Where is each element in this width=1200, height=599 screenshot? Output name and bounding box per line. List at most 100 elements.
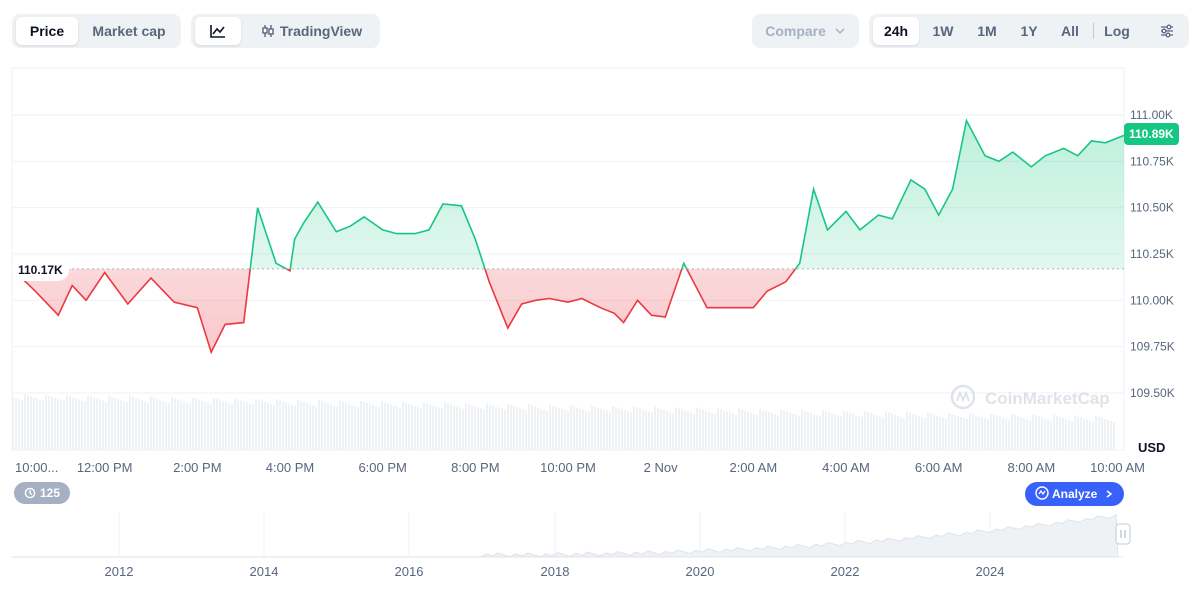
volume-bar xyxy=(870,413,872,450)
volume-bar xyxy=(1098,416,1100,450)
handle-grip-icon xyxy=(1120,530,1126,538)
volume-bar xyxy=(747,411,749,450)
volume-bar xyxy=(531,405,533,450)
baseline-price-badge: 110.17K xyxy=(12,259,69,281)
volume-bar xyxy=(372,405,374,450)
volume-bar xyxy=(288,403,290,450)
volume-bar xyxy=(36,398,38,450)
volume-bar xyxy=(654,406,656,450)
volume-bar xyxy=(759,408,761,450)
range-1y[interactable]: 1Y xyxy=(1020,23,1038,39)
volume-bar xyxy=(723,410,725,450)
volume-bar xyxy=(234,398,236,450)
volume-bar xyxy=(918,416,920,450)
range-selector: 24h 1W 1M 1Y All Log xyxy=(869,14,1189,48)
line-chart-button[interactable] xyxy=(195,17,241,45)
volume-bar xyxy=(168,403,170,450)
volume-bar xyxy=(267,403,269,450)
x-tick-label: 8:00 PM xyxy=(451,460,499,475)
compare-dropdown[interactable]: Compare xyxy=(752,14,859,48)
volume-bar xyxy=(177,399,179,450)
volume-bars xyxy=(12,394,1115,450)
volume-bar xyxy=(834,414,836,450)
range-divider xyxy=(1093,23,1094,39)
volume-bar xyxy=(318,400,320,450)
volume-bar xyxy=(702,409,704,450)
volume-bar xyxy=(489,404,491,450)
volume-bar xyxy=(261,400,263,450)
volume-bar xyxy=(588,411,590,450)
volume-bar xyxy=(948,412,950,450)
volume-bar xyxy=(450,404,452,450)
volume-bar xyxy=(522,409,524,450)
volume-bar xyxy=(315,406,317,450)
volume-bar xyxy=(999,416,1001,450)
volume-bar xyxy=(990,413,992,450)
x-tick-label: 4:00 PM xyxy=(266,460,314,475)
volume-bar xyxy=(273,405,275,450)
volume-bar xyxy=(687,411,689,450)
range-24h[interactable]: 24h xyxy=(873,17,919,45)
volume-bar xyxy=(198,399,200,450)
volume-bar xyxy=(129,396,131,450)
volume-bar xyxy=(933,414,935,450)
analyze-button[interactable]: Analyze xyxy=(1025,482,1124,506)
volume-bar xyxy=(1059,416,1061,450)
range-1w[interactable]: 1W xyxy=(932,23,954,39)
log-toggle[interactable]: Log xyxy=(1104,23,1130,39)
volume-bar xyxy=(87,395,89,450)
tab-price[interactable]: Price xyxy=(16,17,78,45)
settings-button[interactable] xyxy=(1149,17,1185,45)
range-1m[interactable]: 1M xyxy=(977,23,997,39)
tab-market-cap[interactable]: Market cap xyxy=(92,23,166,39)
volume-bar xyxy=(861,416,863,450)
volume-bar xyxy=(138,399,140,450)
history-button[interactable]: 125 xyxy=(14,482,71,504)
volume-bar xyxy=(306,402,308,450)
volume-bar xyxy=(612,406,614,450)
volume-bar xyxy=(237,399,239,450)
tradingview-button[interactable]: TradingView xyxy=(249,17,373,45)
volume-bar xyxy=(417,407,419,450)
volume-bar xyxy=(444,402,446,450)
volume-bar xyxy=(381,401,383,450)
volume-bar xyxy=(609,411,611,450)
price-line-up xyxy=(12,118,1124,269)
volume-bar xyxy=(972,414,974,450)
volume-bar xyxy=(885,411,887,450)
chevron-right-icon xyxy=(1106,490,1112,498)
volume-bar xyxy=(276,399,278,450)
volume-bar xyxy=(789,412,791,450)
volume-bar xyxy=(915,415,917,450)
volume-bar xyxy=(720,409,722,450)
volume-bar xyxy=(786,411,788,450)
volume-bar xyxy=(144,401,146,450)
volume-bar xyxy=(486,403,488,450)
volume-bar xyxy=(744,410,746,450)
volume-bar xyxy=(456,406,458,450)
overview-drag-handle[interactable] xyxy=(1115,523,1131,545)
volume-bar xyxy=(642,409,644,450)
volume-bar xyxy=(882,417,884,450)
x-tick-label: 2 Nov xyxy=(644,460,678,475)
volume-bar xyxy=(513,406,515,450)
volume-bar xyxy=(1062,418,1064,450)
volume-bar xyxy=(699,408,701,450)
volume-bar xyxy=(480,408,482,450)
volume-bar xyxy=(123,401,125,450)
volume-bar xyxy=(240,400,242,450)
volume-bar xyxy=(351,404,353,450)
volume-bar xyxy=(174,398,176,450)
volume-bar xyxy=(438,407,440,450)
volume-bar xyxy=(669,412,671,450)
range-all[interactable]: All xyxy=(1061,23,1079,39)
volume-bar xyxy=(186,402,188,450)
volume-bar xyxy=(153,397,155,450)
volume-bar xyxy=(849,412,851,450)
volume-bar xyxy=(714,414,716,450)
volume-bar xyxy=(231,404,233,450)
volume-bar xyxy=(408,403,410,450)
volume-bar xyxy=(1056,415,1058,450)
volume-bar xyxy=(1005,418,1007,450)
